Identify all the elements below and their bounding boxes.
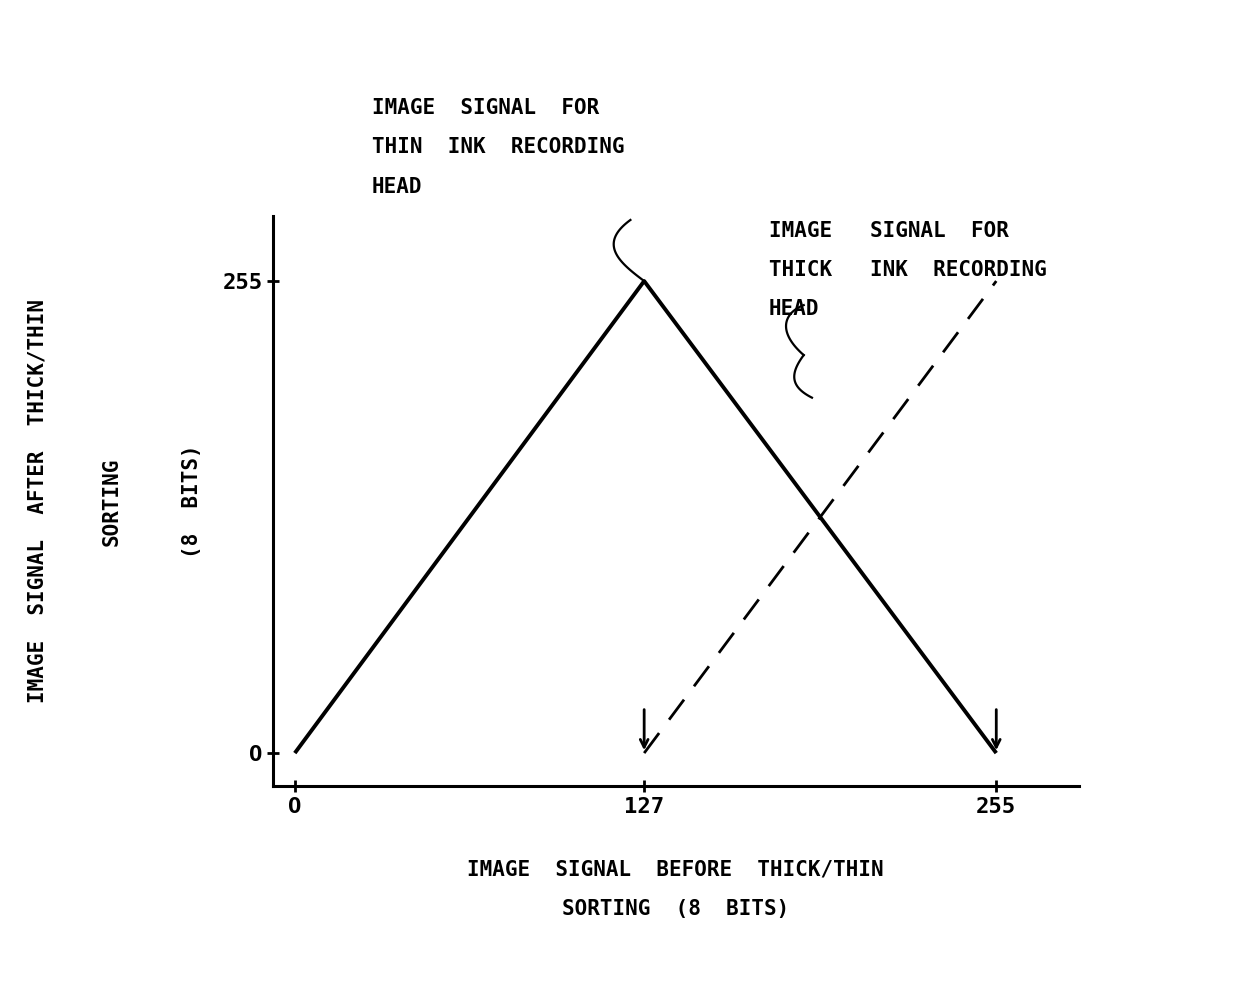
Text: HEAD: HEAD: [769, 300, 820, 319]
Text: SORTING  (8  BITS): SORTING (8 BITS): [562, 899, 790, 919]
Text: HEAD: HEAD: [372, 177, 423, 197]
Text: THICK   INK  RECORDING: THICK INK RECORDING: [769, 260, 1047, 280]
Text: IMAGE  SIGNAL  AFTER  THICK/THIN: IMAGE SIGNAL AFTER THICK/THIN: [27, 300, 47, 703]
Text: SORTING: SORTING: [102, 457, 122, 546]
Text: IMAGE  SIGNAL  BEFORE  THICK/THIN: IMAGE SIGNAL BEFORE THICK/THIN: [467, 860, 884, 880]
Text: THIN  INK  RECORDING: THIN INK RECORDING: [372, 138, 625, 157]
Text: IMAGE  SIGNAL  FOR: IMAGE SIGNAL FOR: [372, 98, 599, 118]
Text: (8  BITS): (8 BITS): [182, 444, 202, 558]
Text: IMAGE   SIGNAL  FOR: IMAGE SIGNAL FOR: [769, 221, 1008, 241]
